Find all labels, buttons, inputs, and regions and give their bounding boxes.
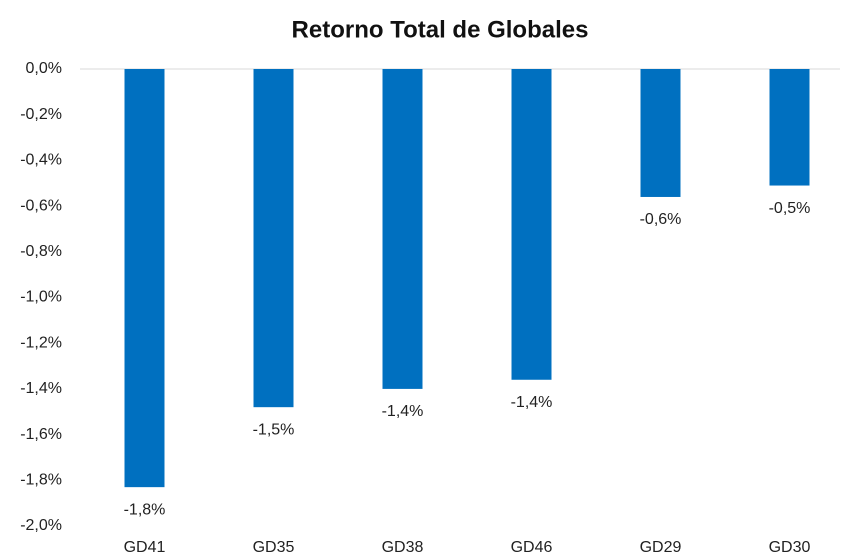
bar [769, 69, 810, 186]
bar [253, 69, 294, 408]
y-tick-label: -2,0% [20, 517, 62, 534]
value-label: -1,8% [124, 501, 166, 518]
value-label: -0,5% [769, 200, 811, 217]
value-label: -0,6% [640, 211, 682, 228]
x-tick-label: GD38 [382, 539, 424, 556]
y-tick-label: -1,8% [20, 472, 62, 489]
bar [382, 69, 423, 389]
y-tick-label: -0,4% [20, 152, 62, 169]
value-label: -1,5% [253, 421, 295, 438]
bar [640, 69, 681, 197]
x-tick-label: GD30 [769, 539, 811, 556]
y-tick-label: -1,4% [20, 380, 62, 397]
x-tick-label: GD41 [124, 539, 166, 556]
x-tick-label: GD35 [253, 539, 295, 556]
y-tick-label: -0,6% [20, 197, 62, 214]
value-label: -1,4% [511, 394, 553, 411]
bar [511, 69, 552, 380]
y-tick-label: -1,2% [20, 334, 62, 351]
chart-title: Retorno Total de Globales [292, 16, 589, 43]
y-tick-label: -0,8% [20, 243, 62, 260]
bar [124, 69, 165, 488]
y-tick-label: -0,2% [20, 106, 62, 123]
y-tick-label: 0,0% [26, 60, 62, 77]
value-label: -1,4% [382, 403, 424, 420]
x-tick-label: GD29 [640, 539, 682, 556]
y-tick-label: -1,6% [20, 426, 62, 443]
x-tick-label: GD46 [511, 539, 553, 556]
y-tick-label: -1,0% [20, 289, 62, 306]
